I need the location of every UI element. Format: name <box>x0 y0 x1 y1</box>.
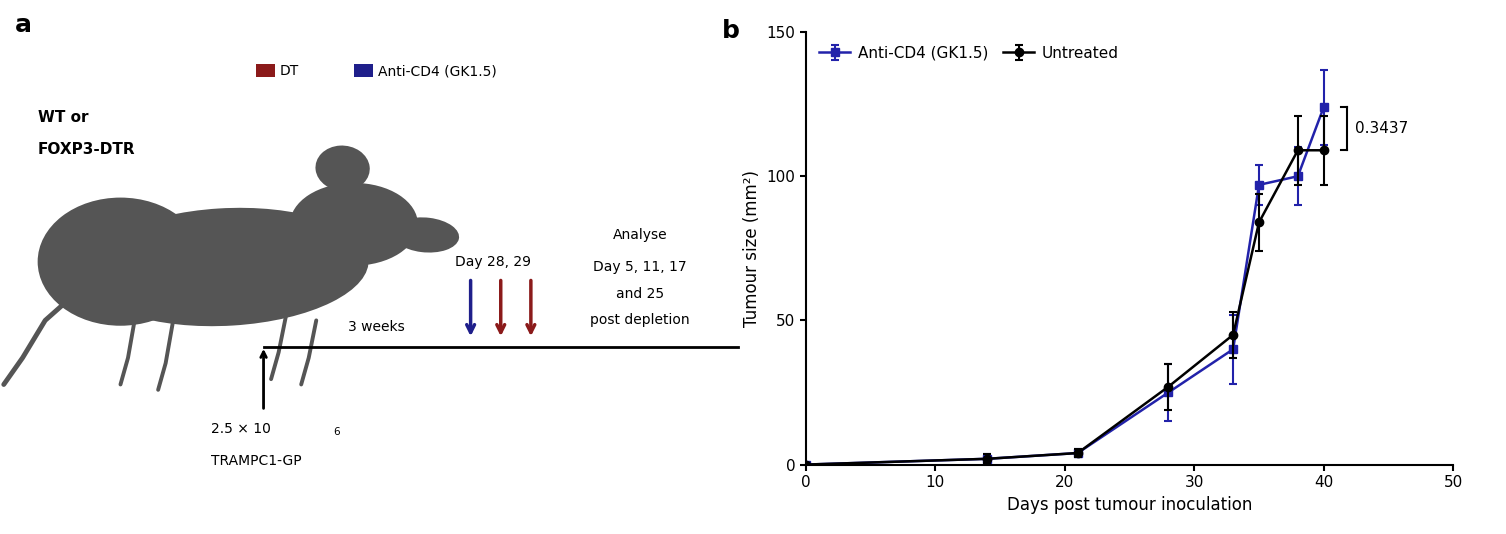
Bar <box>256 64 274 77</box>
Text: Anti-CD4 (GK1.5): Anti-CD4 (GK1.5) <box>378 64 497 78</box>
X-axis label: Days post tumour inoculation: Days post tumour inoculation <box>1008 496 1251 514</box>
Text: Analyse: Analyse <box>613 228 667 242</box>
Text: Day 5, 11, 17: Day 5, 11, 17 <box>593 260 687 274</box>
Ellipse shape <box>315 146 370 191</box>
Bar <box>354 64 373 77</box>
Legend: Anti-CD4 (GK1.5), Untreated: Anti-CD4 (GK1.5), Untreated <box>813 40 1125 67</box>
Y-axis label: Tumour size (mm²): Tumour size (mm²) <box>742 170 761 327</box>
Text: FOXP3-DTR: FOXP3-DTR <box>38 142 136 157</box>
Text: and 25: and 25 <box>616 287 664 301</box>
Ellipse shape <box>38 198 203 326</box>
Text: 6: 6 <box>333 427 339 437</box>
Text: 2.5 × 10: 2.5 × 10 <box>211 422 271 436</box>
Text: a: a <box>15 13 32 37</box>
Text: post depletion: post depletion <box>590 313 690 327</box>
Text: Day 28, 29: Day 28, 29 <box>455 255 532 269</box>
Ellipse shape <box>289 183 417 265</box>
Text: DT: DT <box>280 64 300 78</box>
Text: b: b <box>721 19 739 43</box>
Text: WT or: WT or <box>38 110 89 125</box>
Ellipse shape <box>392 217 459 253</box>
Text: 0.3437: 0.3437 <box>1355 121 1408 136</box>
Text: TRAMPC1-GP: TRAMPC1-GP <box>211 454 301 468</box>
Text: 3 weeks: 3 weeks <box>348 320 405 334</box>
Ellipse shape <box>83 208 369 326</box>
